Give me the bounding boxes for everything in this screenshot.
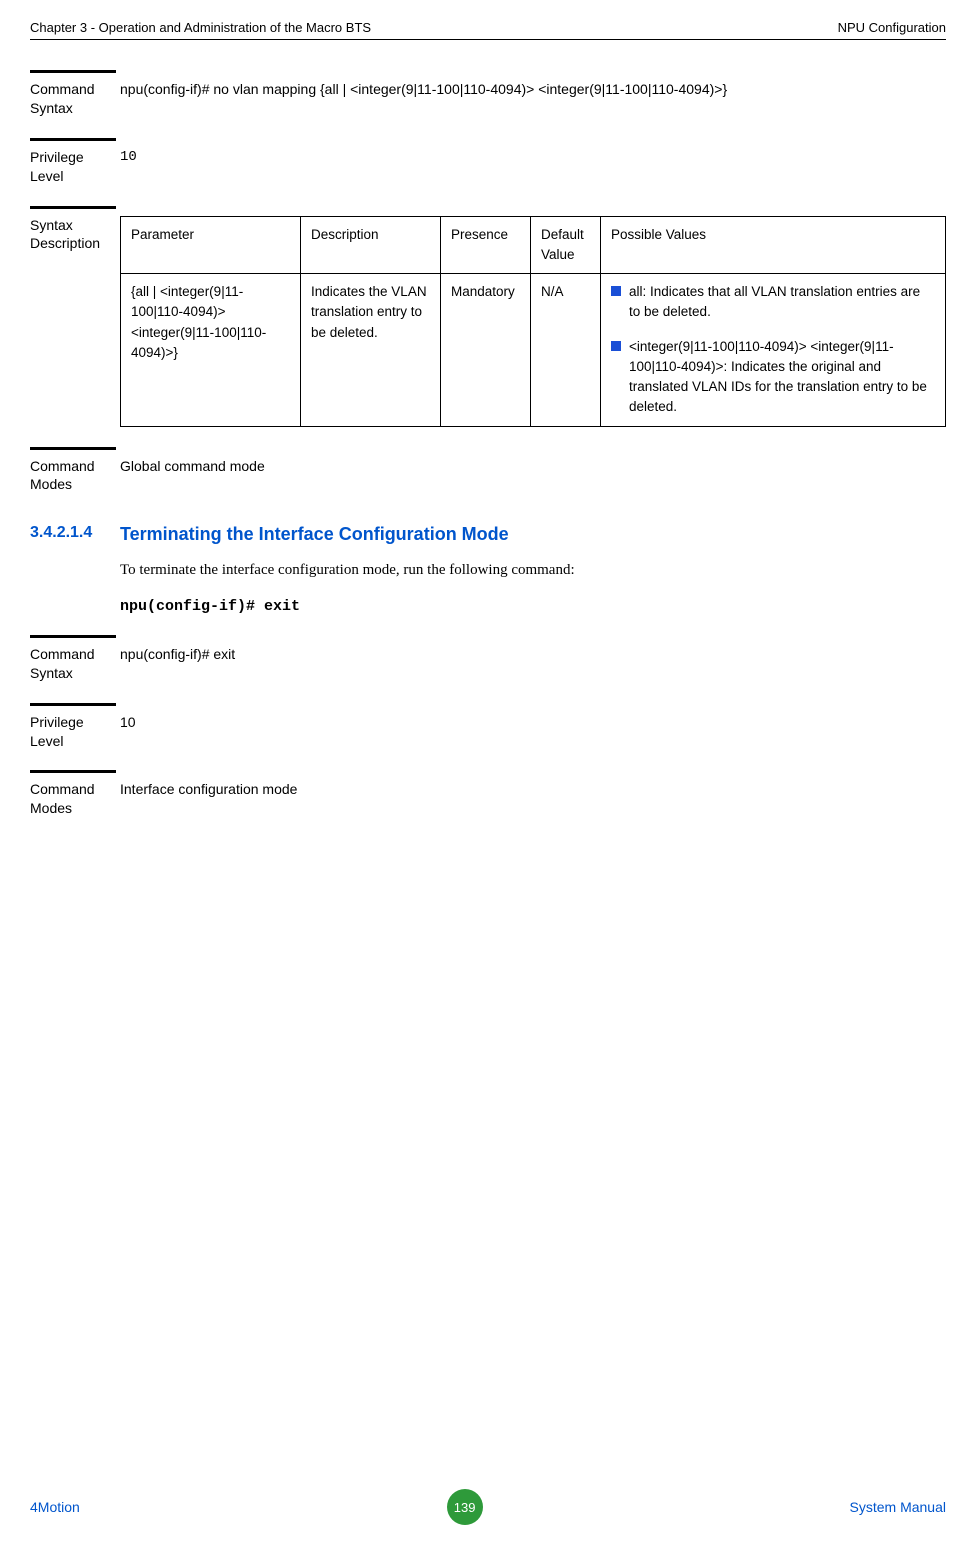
footer-right: System Manual: [850, 1499, 946, 1515]
possible-value-text: all: Indicates that all VLAN translation…: [629, 282, 935, 323]
section-syntax-description: Syntax Description Parameter Description…: [30, 216, 946, 427]
label-privilege-level: Privilege Level: [30, 713, 120, 751]
label-command-modes: Command Modes: [30, 457, 120, 495]
section-privilege-level-2: Privilege Level 10: [30, 713, 946, 751]
col-presence: Presence: [441, 216, 531, 274]
value-privilege-level: 10: [120, 148, 946, 186]
cell-description: Indicates the VLAN translation entry to …: [301, 274, 441, 427]
bullet-icon: [611, 341, 621, 351]
table-header-row: Parameter Description Presence Default V…: [121, 216, 946, 274]
possible-value-text: <integer(9|11-100|110-4094)> <integer(9|…: [629, 337, 935, 418]
footer-left: 4Motion: [30, 1499, 80, 1515]
header-left: Chapter 3 - Operation and Administration…: [30, 20, 371, 35]
label-command-syntax: Command Syntax: [30, 645, 120, 683]
header-divider: [30, 39, 946, 40]
section-command-syntax-2: Command Syntax npu(config-if)# exit: [30, 645, 946, 683]
page-header: Chapter 3 - Operation and Administration…: [30, 20, 946, 35]
body-paragraph: To terminate the interface configuration…: [120, 559, 946, 582]
header-right: NPU Configuration: [838, 20, 946, 35]
col-description: Description: [301, 216, 441, 274]
cell-parameter: {all | <integer(9|11-100|110-4094)> <int…: [121, 274, 301, 427]
section-command-syntax-1: Command Syntax npu(config-if)# no vlan m…: [30, 80, 946, 118]
possible-value-item: <integer(9|11-100|110-4094)> <integer(9|…: [611, 337, 935, 418]
value-command-modes: Global command mode: [120, 457, 946, 495]
table-row: {all | <integer(9|11-100|110-4094)> <int…: [121, 274, 946, 427]
page-number-badge: 139: [447, 1489, 483, 1525]
possible-value-item: all: Indicates that all VLAN translation…: [611, 282, 935, 323]
cell-possible-values: all: Indicates that all VLAN translation…: [601, 274, 946, 427]
page-footer: 4Motion 139 System Manual: [30, 1489, 946, 1525]
col-possible-values: Possible Values: [601, 216, 946, 274]
section-command-modes-1: Command Modes Global command mode: [30, 457, 946, 495]
syntax-description-table: Parameter Description Presence Default V…: [120, 216, 946, 427]
label-syntax-description: Syntax Description: [30, 216, 120, 427]
value-privilege-level: 10: [120, 713, 946, 751]
subsection-title: Terminating the Interface Configuration …: [120, 524, 509, 545]
cell-presence: Mandatory: [441, 274, 531, 427]
label-command-syntax: Command Syntax: [30, 80, 120, 118]
section-privilege-level-1: Privilege Level 10: [30, 148, 946, 186]
value-command-modes: Interface configuration mode: [120, 780, 946, 818]
cell-default: N/A: [531, 274, 601, 427]
col-parameter: Parameter: [121, 216, 301, 274]
subsection-number: 3.4.2.1.4: [30, 524, 120, 545]
section-command-modes-2: Command Modes Interface configuration mo…: [30, 780, 946, 818]
subsection-heading: 3.4.2.1.4 Terminating the Interface Conf…: [30, 524, 946, 545]
value-command-syntax: npu(config-if)# no vlan mapping {all | <…: [120, 80, 946, 118]
bullet-icon: [611, 286, 621, 296]
col-default-value: Default Value: [531, 216, 601, 274]
command-line: npu(config-if)# exit: [120, 598, 946, 615]
label-privilege-level: Privilege Level: [30, 148, 120, 186]
label-command-modes: Command Modes: [30, 780, 120, 818]
value-command-syntax: npu(config-if)# exit: [120, 645, 946, 683]
